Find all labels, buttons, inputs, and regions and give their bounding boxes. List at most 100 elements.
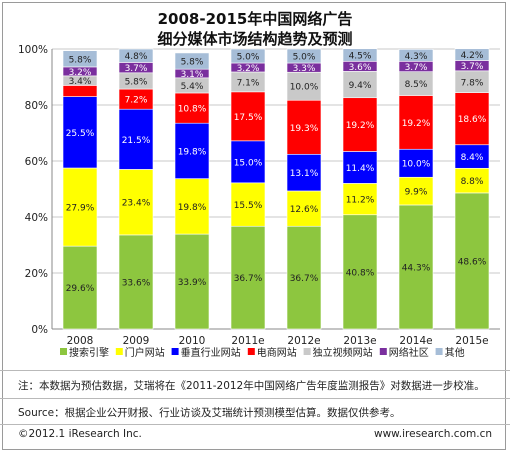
data-label: 4.5% — [349, 52, 372, 62]
legend-swatch — [247, 348, 255, 355]
data-label: 48.6% — [458, 257, 487, 267]
bar-segment — [342, 183, 378, 216]
legend-label: 网络社区 — [389, 346, 429, 359]
x-tick-label: 2011e — [231, 335, 264, 347]
legend-label: 独立视频网站 — [313, 346, 373, 359]
bar-segment — [398, 176, 434, 206]
data-label: 11.4% — [346, 164, 375, 174]
data-label: 5.8% — [181, 58, 204, 68]
x-tick-label: 2015e — [455, 335, 488, 347]
bar-segment — [342, 48, 378, 62]
data-label: 23.4% — [122, 199, 151, 209]
bar-segment — [230, 48, 266, 64]
data-label: 10.0% — [290, 83, 319, 93]
legend-label: 垂直行业网站 — [181, 346, 241, 359]
legend-swatch — [435, 348, 443, 355]
x-tick-label: 2014e — [399, 335, 432, 347]
data-label: 21.5% — [122, 136, 151, 146]
bar-segment — [174, 52, 210, 70]
data-label: 29.6% — [66, 284, 95, 294]
data-label: 25.5% — [66, 129, 95, 139]
copyright: ©2012.1 iResearch Inc. — [18, 428, 142, 440]
legend-label: 电商网站 — [257, 346, 297, 359]
bar-segment — [398, 48, 434, 62]
data-label: 3.1% — [181, 70, 204, 80]
data-label: 3.6% — [349, 63, 372, 73]
bar-segment — [174, 122, 210, 179]
data-label: 36.7% — [290, 274, 319, 284]
data-label: 11.2% — [346, 196, 375, 206]
data-label: 7.1% — [237, 78, 260, 88]
x-tick-label: 2012e — [287, 335, 320, 347]
legend-swatch — [115, 348, 123, 355]
data-label: 18.6% — [458, 115, 487, 125]
bar-segment — [454, 167, 490, 194]
data-label: 5.0% — [293, 53, 316, 63]
bar-segment — [174, 178, 210, 235]
data-label: 8.4% — [461, 153, 484, 163]
data-label: 36.7% — [234, 274, 263, 284]
data-label: 3.4% — [69, 77, 92, 87]
data-label: 19.2% — [402, 119, 431, 129]
data-label: 19.8% — [178, 203, 207, 213]
legend-swatch — [60, 348, 67, 355]
y-tick-label: 60% — [25, 156, 48, 168]
y-tick-label: 100% — [18, 44, 48, 56]
data-label: 13.1% — [290, 169, 319, 179]
bar-segment — [286, 225, 322, 330]
data-label: 15.5% — [234, 201, 263, 211]
bar-segment — [398, 148, 434, 178]
source-note: Source：根据企业公开财报、行业访谈及艾瑞统计预测模型估算。数据仅供参考。 — [18, 407, 401, 419]
bar-segment — [118, 234, 154, 330]
footnote: 注：本数据为预估数据，艾瑞将在《2011-2012年中国网络广告年度监测报告》对… — [18, 380, 485, 392]
data-label: 5.8% — [69, 55, 92, 65]
legend-swatch — [379, 348, 387, 355]
bar-segment — [118, 169, 154, 236]
data-label: 3.7% — [125, 64, 148, 74]
data-label: 5.0% — [237, 53, 260, 63]
data-label: 19.2% — [346, 121, 375, 131]
data-label: 8.5% — [405, 80, 428, 90]
data-label: 3.2% — [237, 64, 260, 74]
data-label: 3.3% — [293, 64, 316, 74]
data-label: 9.4% — [349, 81, 372, 91]
chart-title-line1: 2008-2015年中国网络广告 — [157, 10, 353, 28]
y-tick-label: 80% — [25, 100, 48, 112]
data-label: 4.2% — [461, 51, 484, 61]
data-label: 10.8% — [178, 105, 207, 115]
bar-segment — [62, 50, 98, 68]
x-tick-label: 2010 — [179, 335, 206, 347]
data-label: 17.5% — [234, 113, 263, 123]
x-tick-label: 2008 — [67, 335, 94, 347]
bar-segment — [174, 233, 210, 330]
x-tick-label: 2009 — [123, 335, 150, 347]
bar-segment — [342, 71, 378, 99]
y-tick-label: 40% — [25, 212, 48, 224]
data-label: 44.3% — [402, 263, 431, 273]
x-tick-label: 2013e — [343, 335, 376, 347]
website-url: www.iresearch.com.cn — [373, 428, 492, 440]
data-label: 4.8% — [125, 52, 148, 62]
data-label: 5.8% — [125, 77, 148, 87]
data-label: 27.9% — [66, 204, 95, 214]
bar-segment — [286, 48, 322, 64]
bar-segment — [342, 151, 378, 184]
divider — [0, 398, 510, 399]
legend-label: 搜索引擎 — [69, 346, 109, 359]
data-label: 19.8% — [178, 147, 207, 157]
bar-segment — [286, 99, 322, 155]
data-label: 40.8% — [346, 268, 375, 278]
legend-swatch — [171, 348, 179, 355]
legend-swatch — [303, 348, 311, 355]
data-label: 19.3% — [290, 124, 319, 134]
data-label: 15.0% — [234, 158, 263, 168]
divider — [0, 424, 510, 425]
data-label: 5.4% — [181, 82, 204, 92]
bar-segment — [118, 108, 154, 170]
bar-segment — [454, 92, 490, 146]
bar-segment — [454, 48, 490, 61]
data-label: 12.6% — [290, 205, 319, 215]
y-tick-label: 0% — [31, 324, 48, 336]
data-label: 10.0% — [402, 160, 431, 170]
